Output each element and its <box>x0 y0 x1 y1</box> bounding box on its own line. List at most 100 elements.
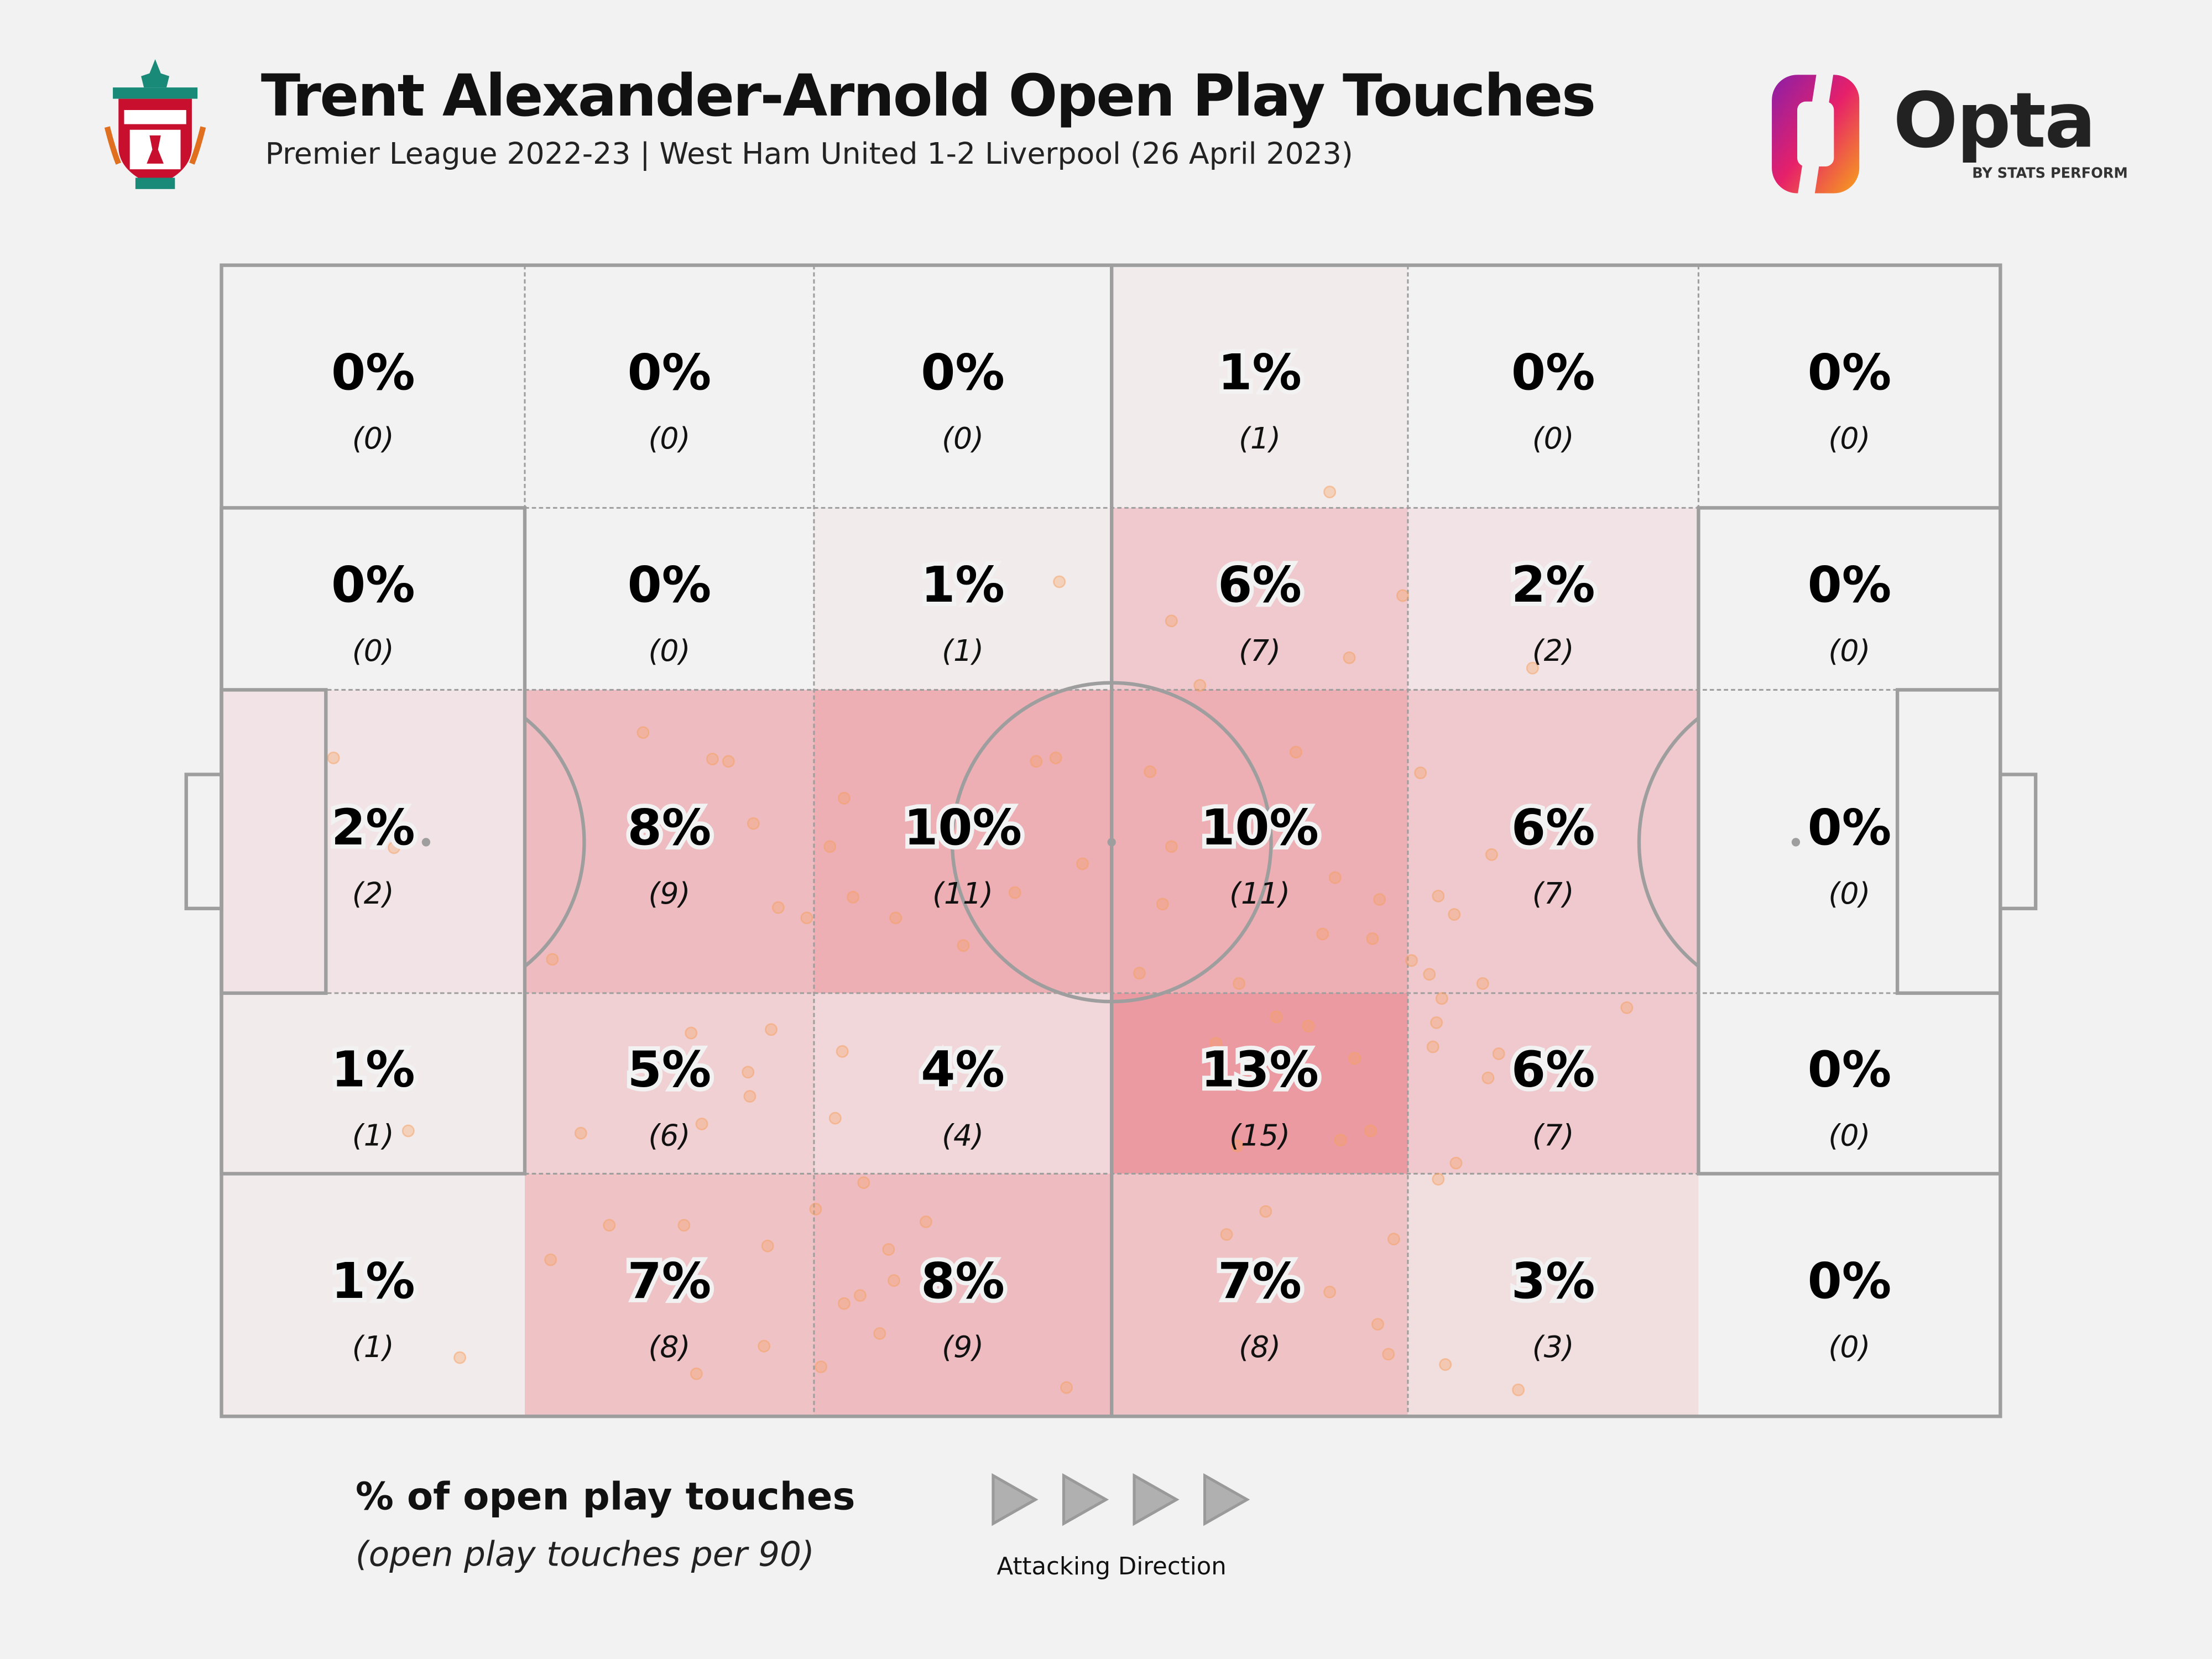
touch-point <box>1270 1010 1283 1024</box>
liverpool-crest-logo <box>104 59 206 189</box>
touch-point <box>815 1360 828 1374</box>
touch-point <box>836 1045 849 1058</box>
heatmap-cell <box>1407 993 1699 1174</box>
cell-percent-label: 0% <box>1808 1041 1892 1098</box>
touch-point <box>1382 1348 1395 1361</box>
touch-point <box>1165 840 1178 853</box>
cell-percent-label: 7% <box>1218 1253 1302 1310</box>
cell-percent-label: 3% <box>1511 1253 1595 1310</box>
touch-point <box>809 1203 822 1215</box>
cell-count-label: (0) <box>1828 876 1870 911</box>
touch-point <box>1165 614 1178 628</box>
touch-point <box>546 953 559 966</box>
touch-point <box>747 817 760 830</box>
touch-point <box>677 1219 691 1232</box>
heatmap-cell <box>813 1173 1112 1417</box>
heatmap-cell <box>1112 265 1408 508</box>
cell-count-label: (0) <box>1828 1329 1870 1364</box>
touch-point <box>1373 893 1386 906</box>
touch-point <box>1371 1318 1384 1331</box>
cell-count-label: (11) <box>1229 876 1290 911</box>
touch-point <box>1049 752 1062 764</box>
touch-point <box>1348 1052 1361 1065</box>
cell-percent-label: 10% <box>1201 799 1319 857</box>
touch-point <box>1193 679 1207 692</box>
touch-point <box>453 1351 467 1364</box>
cell-percent-label: 1% <box>1218 344 1302 401</box>
cell-percent-label: 5% <box>628 1041 712 1098</box>
touch-point <box>1259 1205 1272 1218</box>
touch-point <box>837 791 851 805</box>
touch-point <box>1435 992 1448 1005</box>
touch-point <box>1426 1040 1439 1053</box>
touch-point <box>637 726 650 739</box>
cell-count-label: (0) <box>1828 421 1870 456</box>
touch-point <box>1230 1139 1244 1152</box>
touch-point <box>722 755 735 768</box>
touch-point <box>1323 486 1337 499</box>
play-arrow-icon <box>992 1473 1039 1526</box>
touch-point <box>1512 1383 1525 1396</box>
cell-count-label: (0) <box>1828 633 1870 668</box>
touch-point <box>1476 977 1489 990</box>
heatmap-cell <box>524 265 814 508</box>
cell-percent-label: 6% <box>1218 556 1302 614</box>
touch-point <box>1449 1156 1463 1170</box>
heatmap-cell <box>813 508 1112 690</box>
heatmap-cell <box>1407 265 1699 508</box>
cell-count-label: (0) <box>942 421 984 456</box>
touch-point <box>742 1066 755 1079</box>
cell-percent-label: 0% <box>1808 556 1892 614</box>
touch-point <box>800 911 813 925</box>
left-penalty-spot <box>421 838 431 847</box>
touch-point <box>690 1367 703 1380</box>
touch-point <box>1343 651 1356 664</box>
touch-point <box>574 1126 587 1140</box>
touch-point <box>758 1339 771 1353</box>
cell-percent-label: 8% <box>628 799 712 857</box>
cell-count-label: (7) <box>1239 633 1281 668</box>
cell-percent-label: 10% <box>904 799 1022 857</box>
touch-point <box>837 1297 851 1310</box>
cell-percent-label: 13% <box>1201 1041 1319 1098</box>
heatmap-cell <box>221 265 525 508</box>
touch-point <box>1060 1381 1073 1394</box>
cell-percent-label: 2% <box>1511 556 1595 614</box>
touch-point <box>1396 589 1409 602</box>
opta-logo: Opta BY STATS PERFORM <box>1766 70 2133 198</box>
touch-point <box>1481 1071 1495 1084</box>
touch-point <box>685 1026 698 1040</box>
cell-percent-label: 0% <box>331 556 415 614</box>
cell-count-label: (15) <box>1229 1118 1290 1152</box>
play-arrow-icon <box>1062 1473 1109 1526</box>
cell-count-label: (0) <box>352 633 394 668</box>
cell-percent-label: 0% <box>1511 344 1595 401</box>
touch-point <box>1364 1124 1378 1138</box>
touch-point <box>957 939 970 952</box>
touch-point <box>873 1327 886 1340</box>
centre-circle <box>950 681 1273 1004</box>
touch-point <box>1526 661 1539 675</box>
touch-point <box>1492 1047 1505 1060</box>
heatmap-cell <box>1698 690 2001 993</box>
play-arrow-icon <box>1203 1473 1250 1526</box>
cell-count-label: (7) <box>1532 876 1574 911</box>
cell-count-label: (1) <box>352 1118 394 1152</box>
touch-point <box>327 752 340 764</box>
touch-point <box>1302 1020 1315 1033</box>
cell-percent-label: 0% <box>921 344 1005 401</box>
touch-point <box>401 1124 415 1138</box>
touch-point <box>1620 1001 1634 1014</box>
touch-point <box>1432 1172 1445 1186</box>
touch-point <box>603 1219 616 1232</box>
heatmap-cell <box>1407 508 1699 690</box>
touch-point <box>1366 932 1379 945</box>
heatmap-cell <box>524 508 814 690</box>
heatmap-cell <box>1112 993 1408 1174</box>
touch-point <box>1430 1016 1443 1029</box>
cell-percent-label: 6% <box>1511 799 1595 857</box>
touch-point <box>882 1243 895 1256</box>
opta-mark-icon <box>1772 70 1860 198</box>
